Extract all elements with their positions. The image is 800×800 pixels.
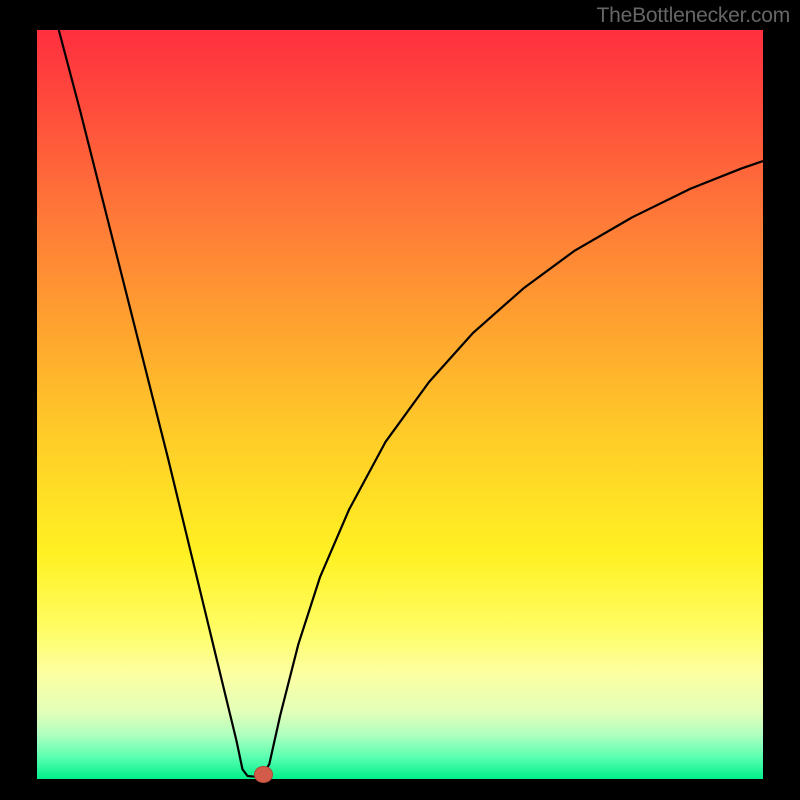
plot-area (37, 30, 763, 779)
figure-root: TheBottlenecker.com (0, 0, 800, 800)
gradient-background (37, 30, 763, 779)
notch-marker (254, 766, 273, 782)
watermark-text: TheBottlenecker.com (597, 4, 790, 28)
